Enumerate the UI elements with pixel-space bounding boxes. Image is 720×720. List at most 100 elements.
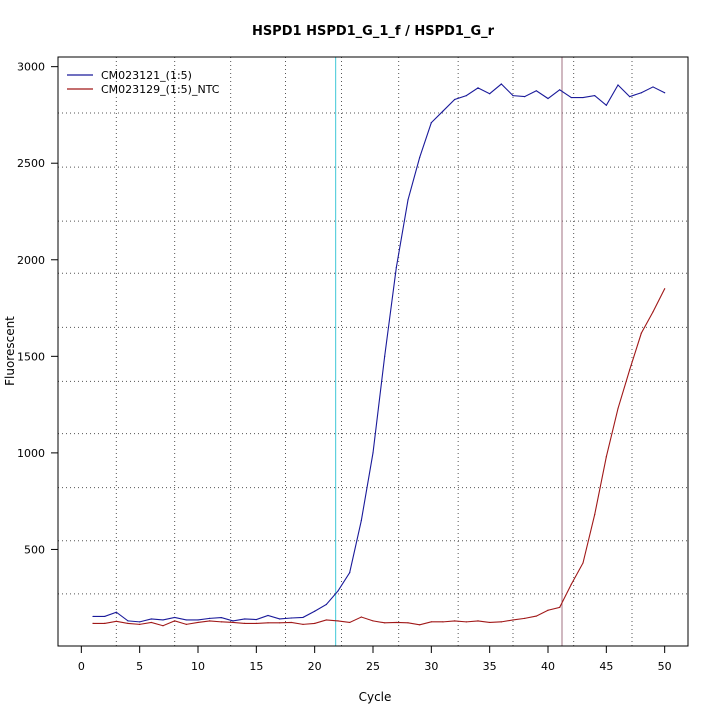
data-point-s0-1 <box>104 615 106 618</box>
series-line-0 <box>93 83 665 623</box>
data-point-s1-26 <box>395 621 397 624</box>
data-point-s1-19 <box>314 622 316 625</box>
data-point-s0-21 <box>337 590 339 592</box>
data-point-s1-20 <box>325 619 327 621</box>
threshold-lines <box>335 57 563 646</box>
legend-label-1: CM023129_(1:5)_NTC <box>101 83 220 96</box>
data-point-s0-3 <box>127 620 129 622</box>
data-point-s1-49 <box>664 288 666 290</box>
data-point-s0-44 <box>605 104 607 106</box>
data-point-s0-5 <box>150 618 152 620</box>
data-point-s0-25 <box>384 355 386 357</box>
y-tick-label-5: 3000 <box>17 61 45 74</box>
data-point-s1-36 <box>512 619 514 621</box>
data-point-s1-34 <box>489 621 491 624</box>
data-point-s0-16 <box>279 618 281 620</box>
chart-title: HSPD1 HSPD1_G_1_f / HSPD1_G_r <box>252 24 495 39</box>
data-point-s0-6 <box>162 619 164 621</box>
data-point-s0-29 <box>430 122 432 124</box>
y-tick-label-1: 1000 <box>17 447 45 460</box>
data-point-s0-13 <box>244 618 246 620</box>
series-lines <box>92 83 666 627</box>
data-point-s1-14 <box>255 622 257 625</box>
data-point-s1-38 <box>535 615 537 617</box>
data-point-s1-45 <box>617 407 619 410</box>
data-point-s0-14 <box>255 618 257 621</box>
data-point-s1-28 <box>419 624 421 626</box>
x-tick-label-6: 30 <box>424 660 438 673</box>
data-point-s0-31 <box>454 98 456 101</box>
data-point-s1-15 <box>267 622 269 624</box>
data-point-s1-46 <box>629 369 631 371</box>
data-point-s0-8 <box>185 619 187 621</box>
data-point-s1-27 <box>407 622 409 624</box>
data-point-s0-43 <box>594 95 596 97</box>
x-tick-label-7: 35 <box>483 660 497 673</box>
x-tick-label-3: 15 <box>249 660 263 673</box>
data-point-s0-45 <box>617 84 619 86</box>
data-point-s1-0 <box>92 622 94 625</box>
data-point-s0-15 <box>267 614 269 617</box>
x-axis: 0 5 10 15 20 25 30 35 40 45 50 <box>78 645 672 673</box>
data-point-s0-19 <box>314 610 316 612</box>
data-point-s1-24 <box>372 620 374 622</box>
data-point-s1-11 <box>220 621 222 623</box>
data-point-s0-27 <box>407 199 409 201</box>
data-point-s0-40 <box>559 89 561 91</box>
data-point-s0-11 <box>220 617 222 619</box>
data-point-s1-43 <box>594 514 596 516</box>
data-point-s1-3 <box>127 622 129 625</box>
data-point-s0-34 <box>489 93 491 95</box>
data-point-s1-33 <box>477 620 479 622</box>
data-point-s1-13 <box>244 622 246 625</box>
data-point-s1-2 <box>115 620 117 622</box>
data-point-s1-40 <box>559 606 561 608</box>
x-tick-label-9: 45 <box>599 660 613 673</box>
data-point-s0-22 <box>349 572 351 574</box>
data-point-s1-25 <box>384 622 386 624</box>
x-axis-label: Cycle <box>359 690 392 704</box>
data-point-s0-23 <box>360 519 362 522</box>
x-tick-label-0: 0 <box>78 660 85 673</box>
data-point-s1-8 <box>185 623 187 625</box>
data-point-s0-36 <box>512 95 514 97</box>
data-point-s1-18 <box>302 623 304 625</box>
y-tick-label-4: 2500 <box>17 157 45 170</box>
data-point-s1-48 <box>652 311 654 313</box>
data-point-s1-5 <box>150 621 152 624</box>
data-point-s0-46 <box>629 95 631 98</box>
y-tick-label-0: 500 <box>24 543 45 556</box>
y-axis: 500 1000 1500 2000 2500 3000 <box>17 61 59 556</box>
data-point-s1-47 <box>640 332 642 334</box>
data-point-s0-0 <box>92 615 94 618</box>
plot-frame <box>57 56 689 647</box>
data-point-s1-7 <box>174 620 176 622</box>
data-point-s0-2 <box>115 611 117 613</box>
data-point-s1-12 <box>232 621 234 624</box>
x-tick-label-4: 20 <box>308 660 322 673</box>
data-point-s0-26 <box>395 266 397 269</box>
y-tick-label-2: 1500 <box>17 350 45 363</box>
legend: CM023121_(1:5)CM023129_(1:5)_NTC <box>67 69 220 96</box>
data-point-s1-44 <box>605 456 607 458</box>
data-point-s1-16 <box>279 622 281 624</box>
y-tick-label-3: 2000 <box>17 254 45 267</box>
data-point-s1-6 <box>162 625 164 627</box>
data-point-s0-41 <box>570 96 572 99</box>
data-point-s1-21 <box>337 620 339 622</box>
data-point-s1-39 <box>547 609 549 611</box>
data-point-s1-4 <box>139 623 141 625</box>
data-point-s0-24 <box>372 452 374 454</box>
data-point-s0-38 <box>535 90 537 92</box>
data-point-s0-30 <box>442 110 444 112</box>
data-point-s0-28 <box>419 156 421 159</box>
x-tick-label-2: 10 <box>191 660 205 673</box>
data-point-s0-32 <box>465 95 467 97</box>
data-point-s1-41 <box>570 583 572 585</box>
data-point-s1-35 <box>500 621 502 623</box>
data-point-s0-37 <box>524 95 526 98</box>
data-point-s1-9 <box>197 621 199 624</box>
data-point-s0-20 <box>325 603 327 606</box>
data-point-s1-37 <box>524 617 526 619</box>
